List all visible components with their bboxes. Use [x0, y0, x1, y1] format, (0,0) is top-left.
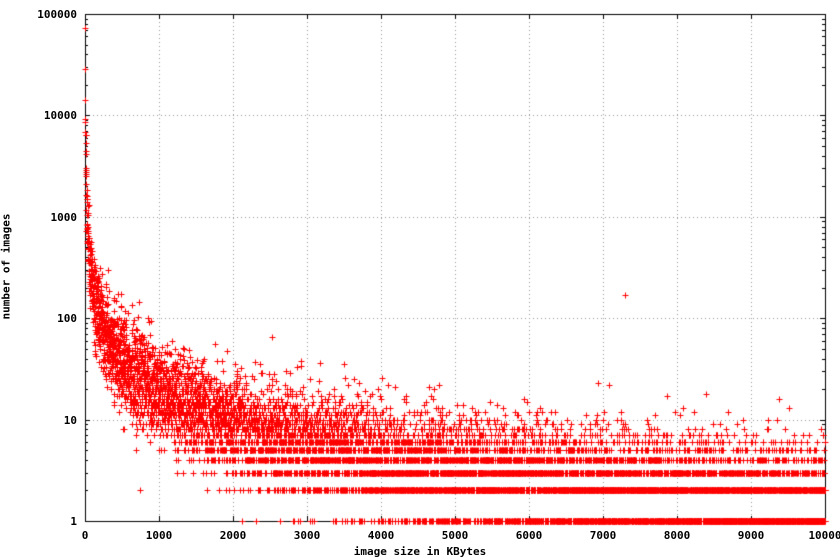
y-tick-label: 1000 — [50, 210, 78, 224]
y-tick-label: 1 — [70, 515, 77, 528]
x-tick-label: 0 — [81, 529, 89, 542]
x-tick-label: 6000 — [515, 529, 543, 542]
y-tick-label: 100000 — [37, 8, 77, 21]
x-axis-title: image size in KBytes — [353, 545, 487, 558]
x-tick-label: 9000 — [737, 529, 765, 542]
x-tick-label: 8000 — [663, 529, 691, 542]
x-tick-label: 2000 — [219, 529, 247, 542]
x-tick-label: 10000 — [808, 529, 840, 542]
x-tick-label: 3000 — [293, 529, 321, 542]
y-axis-title: number of images — [0, 213, 13, 320]
x-tick-label: 7000 — [589, 529, 617, 542]
y-tick-label: 10 — [63, 413, 77, 427]
x-tick-label: 1000 — [145, 529, 173, 542]
x-tick-label: 5000 — [441, 529, 469, 542]
y-tick-label: 10000 — [43, 109, 77, 123]
y-tick-label: 100 — [57, 312, 77, 326]
x-tick-label: 4000 — [367, 529, 395, 542]
